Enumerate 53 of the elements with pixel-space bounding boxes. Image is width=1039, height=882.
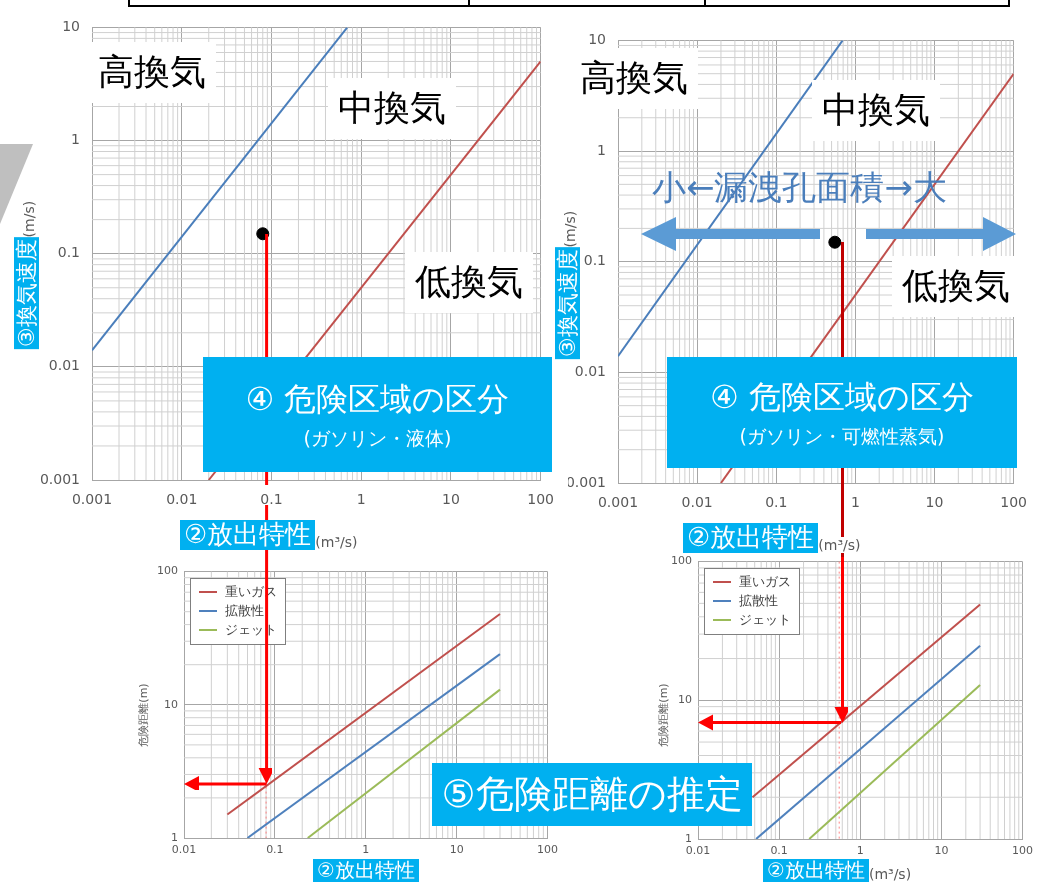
y-axis-title: ③換気速度(m/s) <box>14 200 39 348</box>
y-tick-label: 1 <box>685 831 692 845</box>
x-tick-label: 0.1 <box>765 494 788 511</box>
x-tick-label: 1 <box>356 491 366 508</box>
legend-label: 重いガス <box>739 573 791 592</box>
x-tick-label: 1 <box>850 494 860 511</box>
text: (ガソリン・可燃性蒸気) <box>739 424 945 447</box>
y-tick-label: 0.01 <box>48 357 80 374</box>
x-tick-label: 1 <box>856 844 864 858</box>
y-tick-label: 10 <box>62 18 80 35</box>
x-tick-label: 10 <box>934 844 949 858</box>
y-tick-label: 0.1 <box>57 244 80 261</box>
y-axis-title: 危険距離(m) <box>136 683 150 747</box>
x-tick-label: 10 <box>442 491 460 508</box>
x-tick-label: 100 <box>537 843 558 857</box>
y-tick-label: 100 <box>671 554 692 568</box>
legend-label: ジェット <box>739 611 791 630</box>
y-tick-label: 0.001 <box>39 470 80 487</box>
legend-label: ジェット <box>225 621 277 640</box>
y-tick-label: 10 <box>588 31 606 48</box>
annotation: 中換気 <box>338 87 446 128</box>
y-tick-label: 1 <box>71 131 80 148</box>
text: (ガソリン・液体) <box>303 426 452 449</box>
x-tick-label: 10 <box>925 494 944 511</box>
legend-label: 拡散性 <box>739 592 778 611</box>
x-tick-label: 0.1 <box>770 844 788 858</box>
x-tick-label: 1 <box>362 843 370 857</box>
x-axis-title: ②放出特性(m³/s) <box>767 858 912 882</box>
y-axis-title: 危険距離(m) <box>656 683 670 747</box>
y-tick-label: 100 <box>157 564 178 578</box>
annotation: 高換気 <box>98 51 206 92</box>
x-axis-title: ②放出特性 <box>317 858 415 882</box>
y-tick-label: 0.1 <box>583 252 606 269</box>
annotation: 低換気 <box>415 261 523 302</box>
annotation: 中換気 <box>822 89 930 130</box>
y-axis-title: ③換気速度(m/s) <box>555 210 580 358</box>
x-tick-label: 0.1 <box>260 491 283 508</box>
y-tick-label: 10 <box>678 693 692 707</box>
x-tick-label: 10 <box>449 843 464 857</box>
x-tick-label: 100 <box>1012 844 1033 858</box>
text: ④ 危険区域の区分 <box>245 379 510 418</box>
annotation: 低換気 <box>902 265 1010 306</box>
x-tick-label: 0.1 <box>266 843 284 857</box>
annotation: ⑤危険距離の推定 <box>441 772 743 816</box>
x-tick-label: 100 <box>527 491 555 508</box>
y-tick-label: 10 <box>164 697 178 711</box>
y-tick-label: 1 <box>171 830 178 844</box>
legend-label: 拡散性 <box>225 602 264 621</box>
text: ④ 危険区域の区分 <box>710 377 974 416</box>
annotation: 高換気 <box>580 57 688 98</box>
y-tick-label: 0.01 <box>574 362 606 379</box>
y-tick-label: 1 <box>597 141 606 158</box>
x-tick-label: 100 <box>1000 494 1028 511</box>
